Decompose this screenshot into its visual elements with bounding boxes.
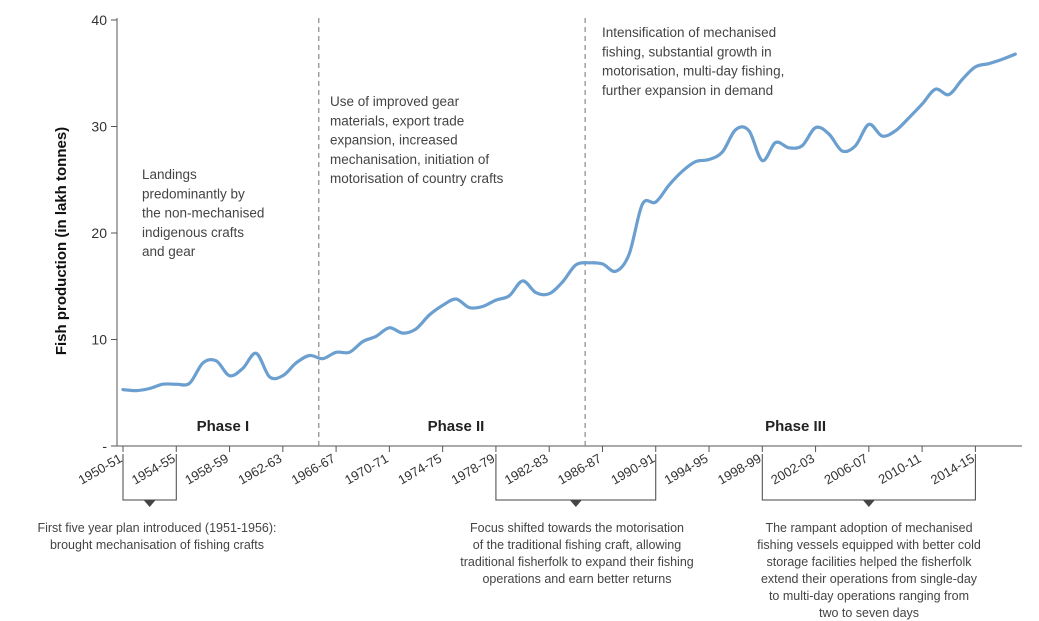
x-tick-label: 1974-75 — [395, 451, 444, 488]
footnote-line: The rampant adoption of mechanised — [765, 521, 972, 535]
footnote-line: First five year plan introduced (1951-19… — [37, 521, 276, 535]
phase-label: Phase III — [765, 418, 826, 435]
phase-description-line: indigenous crafts — [142, 225, 244, 240]
phase-description-line: further expansion in demand — [602, 83, 773, 98]
y-tick-label: 20 — [91, 225, 107, 241]
x-tick-label: 1982-83 — [502, 451, 551, 488]
bracket-pointer — [569, 500, 582, 507]
phase-description-line: fishing, substantial growth in — [602, 44, 772, 59]
x-tick-label: 2002-03 — [768, 451, 817, 488]
phase-description-line: motorisation of country crafts — [330, 171, 504, 186]
phase-description-line: materials, export trade — [330, 113, 464, 128]
y-tick-label: 10 — [91, 332, 107, 348]
x-tick-label: 1950-51 — [76, 451, 125, 488]
y-tick-label: 30 — [91, 119, 107, 135]
footnote-line: extend their operations from single-day — [761, 572, 978, 586]
phase-description-line: expansion, increased — [330, 133, 458, 148]
x-tick-label: 2006-07 — [822, 451, 871, 488]
y-tick-label: - — [102, 438, 107, 454]
phase-description-line: motorisation, multi-day fishing, — [602, 64, 784, 79]
bracket-pointer — [143, 500, 156, 507]
footnote-line: storage facilities helped the fisherfolk — [767, 555, 973, 569]
x-tick-label: 1978-79 — [449, 451, 498, 488]
footnote-line: fishing vessels equipped with better col… — [757, 538, 981, 552]
x-tick-label: 1966-67 — [289, 451, 338, 488]
x-tick-label: 2010-11 — [876, 451, 924, 487]
footnote-line: operations and earn better returns — [482, 572, 671, 586]
phase-description-line: the non-mechanised — [142, 206, 264, 221]
x-tick-label: 1954-55 — [129, 451, 178, 488]
x-tick-label: 1990-91 — [608, 451, 657, 488]
x-tick-label: 1962-63 — [235, 451, 284, 488]
phase-description-line: and gear — [142, 244, 196, 259]
footnote-line: traditional fisherfolk to expand their f… — [460, 555, 694, 569]
phase-description-line: predominantly by — [142, 186, 245, 201]
x-tick-label: 1970-71 — [342, 451, 391, 488]
phase-label: Phase II — [428, 418, 485, 435]
footnote-line: brought mechanisation of fishing crafts — [50, 538, 264, 552]
y-tick-label: 40 — [91, 12, 107, 28]
bracket-pointer — [862, 500, 875, 507]
footnote-line: of the traditional fishing craft, allowi… — [473, 538, 681, 552]
x-tick-label: 1986-87 — [555, 451, 604, 488]
footnote-line: two to seven days — [819, 606, 919, 620]
x-tick-label: 1994-95 — [662, 451, 711, 488]
footnote-line: to multi-day operations ranging from — [769, 589, 969, 603]
footnote-line: Focus shifted towards the motorisation — [470, 521, 684, 535]
fish-production-line — [121, 52, 1017, 393]
phase-description-line: Use of improved gear — [330, 94, 460, 109]
x-tick-label: 1958-59 — [182, 451, 231, 488]
y-axis-label: Fish production (in lakh tonnes) — [53, 127, 70, 355]
phase-description-line: Landings — [142, 167, 197, 182]
x-tick-label: 2014-15 — [928, 451, 977, 488]
phase-label: Phase I — [197, 418, 250, 435]
phase-description-line: Intensification of mechanised — [602, 25, 776, 40]
x-tick-label: 1998-99 — [715, 451, 764, 488]
phase-description-line: mechanisation, initiation of — [330, 152, 489, 167]
